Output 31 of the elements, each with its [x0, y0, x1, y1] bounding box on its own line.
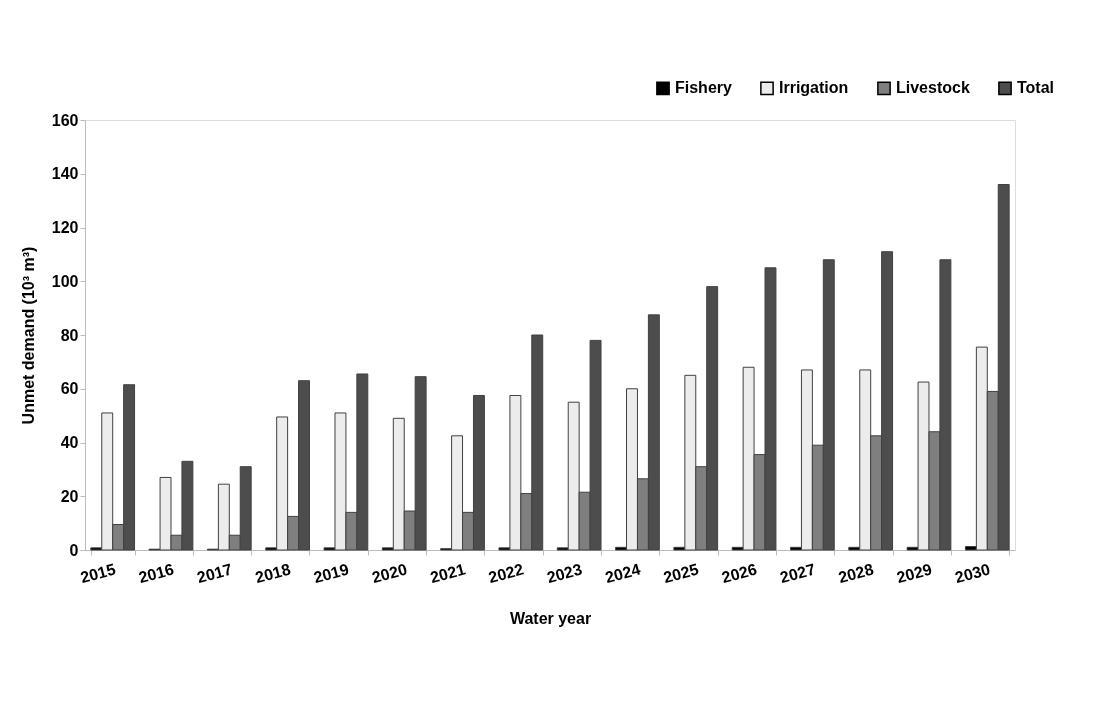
x-tick-label: 2026 — [719, 560, 759, 587]
y-tick-label: 0 — [69, 541, 79, 559]
x-tick-label: 2020 — [370, 560, 409, 587]
y-tick-label: 160 — [51, 111, 79, 129]
x-tick-label: 2029 — [894, 560, 934, 587]
y-tick-label: 140 — [51, 165, 79, 183]
x-tick-label: 2016 — [136, 560, 176, 587]
y-tick-label: 80 — [60, 326, 79, 344]
x-tick-label: 2017 — [195, 560, 235, 587]
legend-label: Livestock — [896, 79, 970, 97]
legend-label: Irrigation — [779, 79, 849, 97]
y-axis-title: Unmet demand (10³ m³) — [19, 246, 37, 425]
x-tick-label: 2018 — [253, 560, 293, 587]
y-tick-label: 120 — [51, 219, 79, 236]
x-tick-label: 2019 — [311, 560, 351, 587]
x-tick-label: 2023 — [545, 560, 584, 587]
legend-label: Fishery — [675, 79, 733, 97]
legend-label: Total — [1017, 79, 1055, 97]
x-axis-title: Water year — [509, 610, 592, 628]
x-tick-label: 2027 — [778, 560, 818, 587]
x-tick-label: 2022 — [486, 560, 526, 587]
x-tick-label: 2028 — [836, 560, 876, 587]
y-tick-label: 40 — [60, 434, 79, 451]
x-tick-label: 2025 — [661, 560, 701, 587]
x-tick-label: 2015 — [78, 560, 118, 587]
y-tick-label: 100 — [51, 272, 79, 290]
y-tick-label: 20 — [60, 487, 79, 505]
x-tick-label: 2030 — [953, 560, 993, 587]
x-tick-label: 2024 — [603, 560, 643, 587]
x-tick-label: 2021 — [428, 560, 468, 587]
y-tick-label: 60 — [60, 380, 79, 398]
